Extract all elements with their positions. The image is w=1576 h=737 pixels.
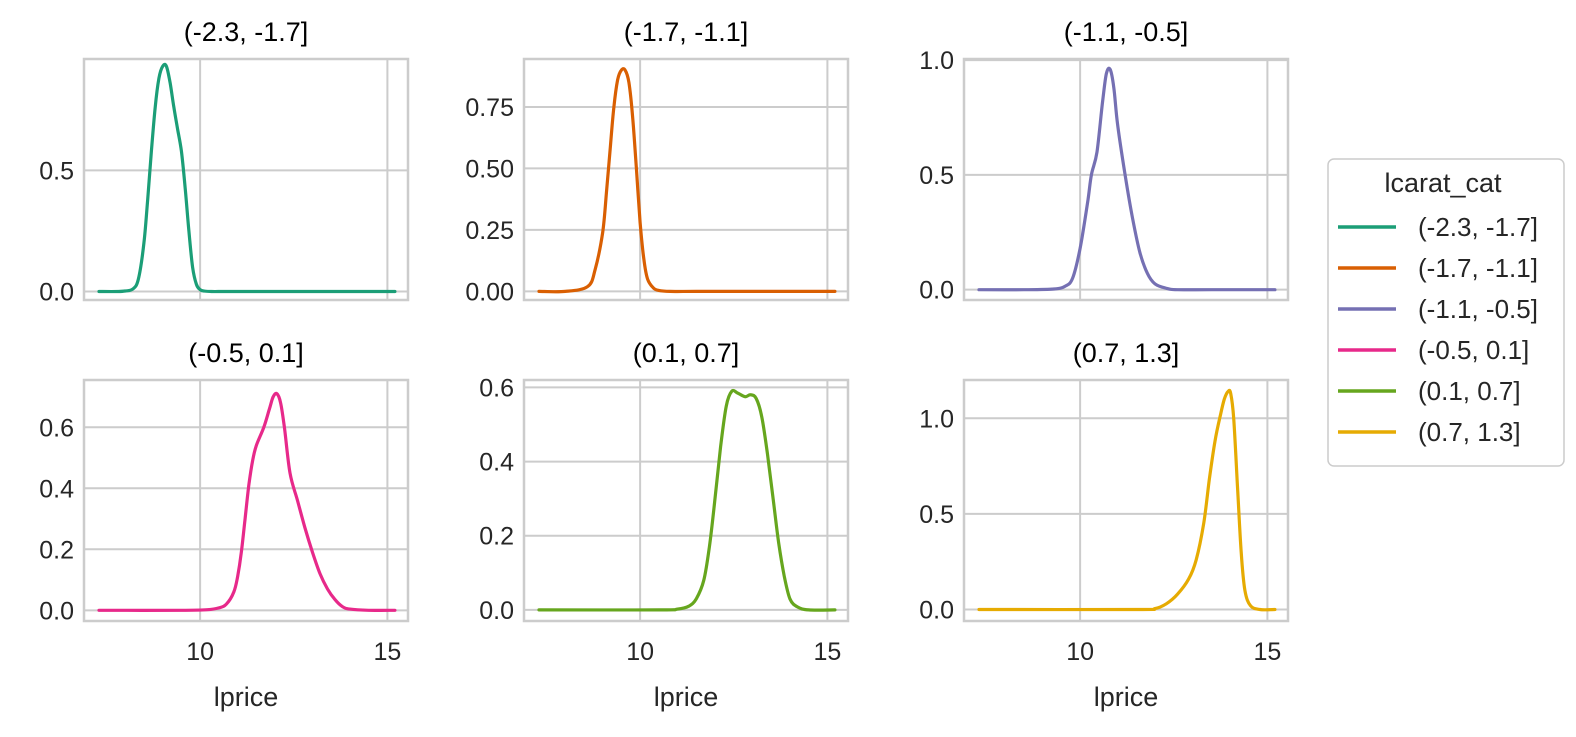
axes-frame (962, 57, 1290, 302)
x-tick-label: 15 (373, 638, 401, 666)
facet-panel: 0.0 0.5 1.0 10 15 lprice (0.7, 1.3] (919, 338, 1290, 712)
y-tick-label: 0.2 (479, 523, 514, 551)
x-tick-label: 10 (626, 638, 654, 666)
density-curve (97, 391, 397, 612)
x-tick-label: 15 (1253, 638, 1281, 666)
legend-title: lcarat_cat (1384, 168, 1502, 198)
legend-entries: (-2.3, -1.7] (-1.7, -1.1] (-1.1, -0.5] (-0.… (1338, 212, 1538, 447)
panel-title: (-1.7, -1.1] (624, 17, 749, 47)
density-curve (537, 67, 837, 294)
y-tick-label: 0.4 (479, 449, 514, 477)
y-tick-label: 0.50 (465, 155, 514, 183)
y-tick-label: 0.0 (919, 277, 954, 305)
legend-label: (0.7, 1.3] (1418, 417, 1521, 447)
density-curve (977, 388, 1277, 612)
x-tick-label: 15 (813, 638, 841, 666)
x-axis-label: lprice (654, 682, 719, 712)
x-tick-label: 10 (1066, 638, 1094, 666)
axes-frame (522, 378, 850, 623)
y-tick-label: 0.0 (39, 279, 74, 307)
y-tick-label: 0.0 (919, 597, 954, 625)
density-curve (537, 388, 837, 612)
y-tick-label: 1.0 (919, 47, 954, 75)
y-tick-label: 0.5 (39, 157, 74, 185)
density-curve (977, 66, 1277, 292)
facet-panel: 0.00 0.25 0.50 0.75 (-1.7, -1.1] (465, 17, 850, 306)
y-tick-label: 0.5 (919, 501, 954, 529)
y-tick-label: 0.5 (919, 162, 954, 190)
y-tick-label: 0.00 (465, 278, 514, 306)
axes-frame (82, 378, 410, 623)
y-tick-label: 0.25 (465, 217, 514, 245)
facet-panel: 0.0 0.5 1.0 (-1.1, -0.5] (919, 17, 1290, 305)
legend-label: (-0.5, 0.1] (1418, 335, 1529, 365)
panels: 0.0 0.5 (-2.3, -1.7] 0.00 0.25 0.50 0.75 (-1.7,… (39, 17, 1290, 712)
density-curve (97, 62, 397, 294)
legend-label: (-1.7, -1.1] (1418, 253, 1538, 283)
panel-title: (-2.3, -1.7] (184, 17, 309, 47)
legend-label: (-2.3, -1.7] (1418, 212, 1538, 242)
axes-frame (82, 57, 410, 302)
legend-label: (-1.1, -0.5] (1418, 294, 1538, 324)
y-tick-label: 0.6 (39, 414, 74, 442)
panel-title: (-1.1, -0.5] (1064, 17, 1189, 47)
y-tick-label: 0.4 (39, 475, 74, 503)
x-axis-label: lprice (1094, 682, 1159, 712)
y-tick-label: 0.0 (479, 597, 514, 625)
panel-title: (-0.5, 0.1] (188, 338, 304, 368)
y-tick-label: 0.2 (39, 536, 74, 564)
x-tick-label: 10 (186, 638, 214, 666)
legend: lcarat_cat (-2.3, -1.7] (-1.7, -1.1] (-1.1… (1327, 158, 1565, 467)
legend-label: (0.1, 0.7] (1418, 376, 1521, 406)
axes-frame (522, 57, 850, 302)
panel-title: (0.1, 0.7] (633, 338, 740, 368)
panel-title: (0.7, 1.3] (1073, 338, 1180, 368)
facet-panel: 0.0 0.5 (-2.3, -1.7] (39, 17, 410, 307)
y-tick-label: 0.75 (465, 94, 514, 122)
x-axis-label: lprice (214, 682, 279, 712)
axes-frame (962, 378, 1290, 623)
y-tick-label: 0.0 (39, 597, 74, 625)
y-tick-label: 0.6 (479, 374, 514, 402)
y-tick-label: 1.0 (919, 405, 954, 433)
facet-panel: 0.0 0.2 0.4 0.6 10 15 lprice (-0.5, 0.1] (39, 338, 410, 712)
facet-panel: 0.0 0.2 0.4 0.6 10 15 lprice (0.1, 0.7] (479, 338, 850, 712)
